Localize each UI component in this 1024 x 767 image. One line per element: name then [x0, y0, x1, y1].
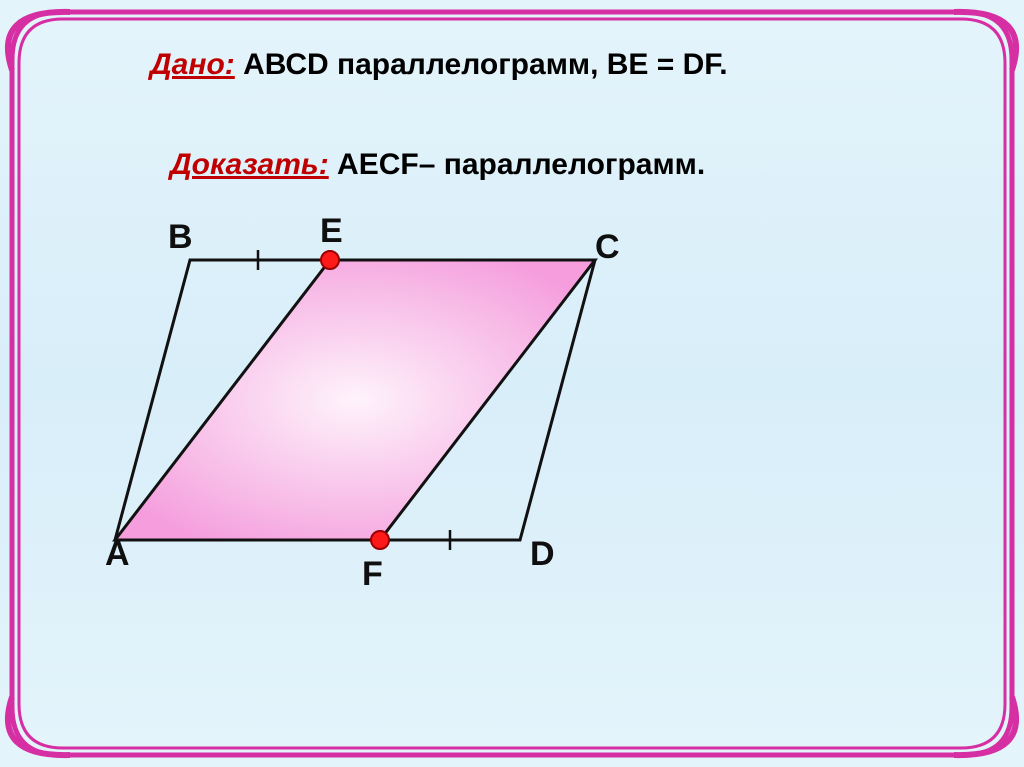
label-e: E [320, 212, 343, 250]
point-e [321, 251, 339, 269]
label-f: F [362, 555, 383, 593]
aecf-fill [115, 260, 595, 540]
label-a: А [105, 535, 130, 573]
parallelogram-diagram: А В С D E F [0, 0, 1024, 767]
label-d: D [530, 535, 555, 573]
label-c: С [595, 228, 620, 266]
point-f [371, 531, 389, 549]
label-b: В [168, 218, 193, 256]
